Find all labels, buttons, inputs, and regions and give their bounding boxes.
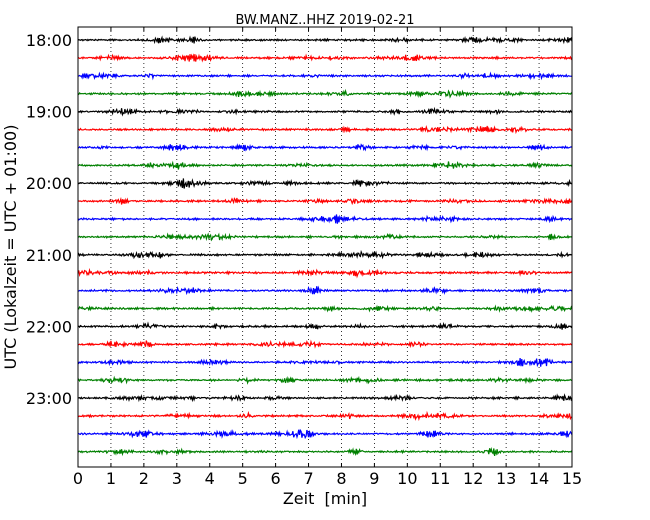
trace-1915	[77, 124, 573, 135]
trace-1815	[77, 53, 573, 63]
y-tick-label: 20:00	[26, 174, 72, 193]
trace-2200	[77, 321, 573, 330]
x-tick-label: 14	[529, 469, 549, 488]
trace-2230	[77, 357, 573, 368]
x-tick-label: 7	[303, 469, 313, 488]
trace-2000	[77, 178, 573, 189]
y-tick-label: 22:00	[26, 317, 72, 336]
trace-2215	[77, 339, 573, 349]
trace-2015	[77, 196, 573, 206]
plot-frame	[77, 26, 573, 468]
x-gridlines	[110, 27, 540, 467]
trace-1945	[77, 160, 573, 170]
y-tick-label: 19:00	[26, 103, 72, 122]
x-tick-label: 5	[238, 469, 248, 488]
y-axis-label: UTC (Lokalzeit = UTC + 01:00)	[1, 125, 20, 370]
trace-2045	[77, 232, 573, 242]
y-tick-label: 18:00	[26, 31, 72, 50]
x-axis-label: Zeit [min]	[283, 489, 367, 508]
trace-2130	[77, 285, 573, 296]
trace-1900	[77, 106, 573, 117]
chart-title: BW.MANZ..HHZ 2019-02-21	[235, 13, 414, 28]
trace-2145	[77, 304, 573, 313]
trace-1830	[77, 71, 573, 81]
trace-2345	[77, 446, 573, 457]
x-tick-label: 13	[496, 469, 516, 488]
trace-2245	[77, 375, 573, 385]
x-tick-label: 10	[397, 469, 417, 488]
x-tick-label: 3	[172, 469, 182, 488]
trace-2030	[77, 214, 573, 224]
x-tick-label: 9	[369, 469, 379, 488]
trace-2100	[77, 249, 573, 260]
x-tick-label: 15	[562, 469, 582, 488]
y-tick-label: 23:00	[26, 389, 72, 408]
x-tick-label: 12	[463, 469, 483, 488]
trace-1845	[77, 88, 573, 99]
x-tick-label: 2	[139, 469, 149, 488]
y-tick-label: 21:00	[26, 246, 72, 265]
x-tick-label: 1	[106, 469, 116, 488]
y-axis-ticks: 18:00 19:00 20:00 21:00 22:00 23:00	[26, 31, 572, 408]
trace-2330	[77, 428, 573, 440]
x-tick-label: 8	[336, 469, 346, 488]
x-tick-label: 4	[205, 469, 215, 488]
x-tick-label: 6	[271, 469, 281, 488]
x-tick-label: 11	[430, 469, 450, 488]
trace-1930	[77, 143, 573, 152]
x-tick-label: 0	[73, 469, 83, 488]
trace-2115	[77, 267, 573, 279]
trace-series	[77, 35, 573, 457]
trace-1800	[77, 35, 573, 45]
x-axis-ticks: 0 1 2 3 4 5 6 7 8 9 10 11 12 13 14 15	[73, 27, 582, 488]
trace-2300	[77, 393, 573, 403]
trace-2315	[77, 410, 573, 422]
